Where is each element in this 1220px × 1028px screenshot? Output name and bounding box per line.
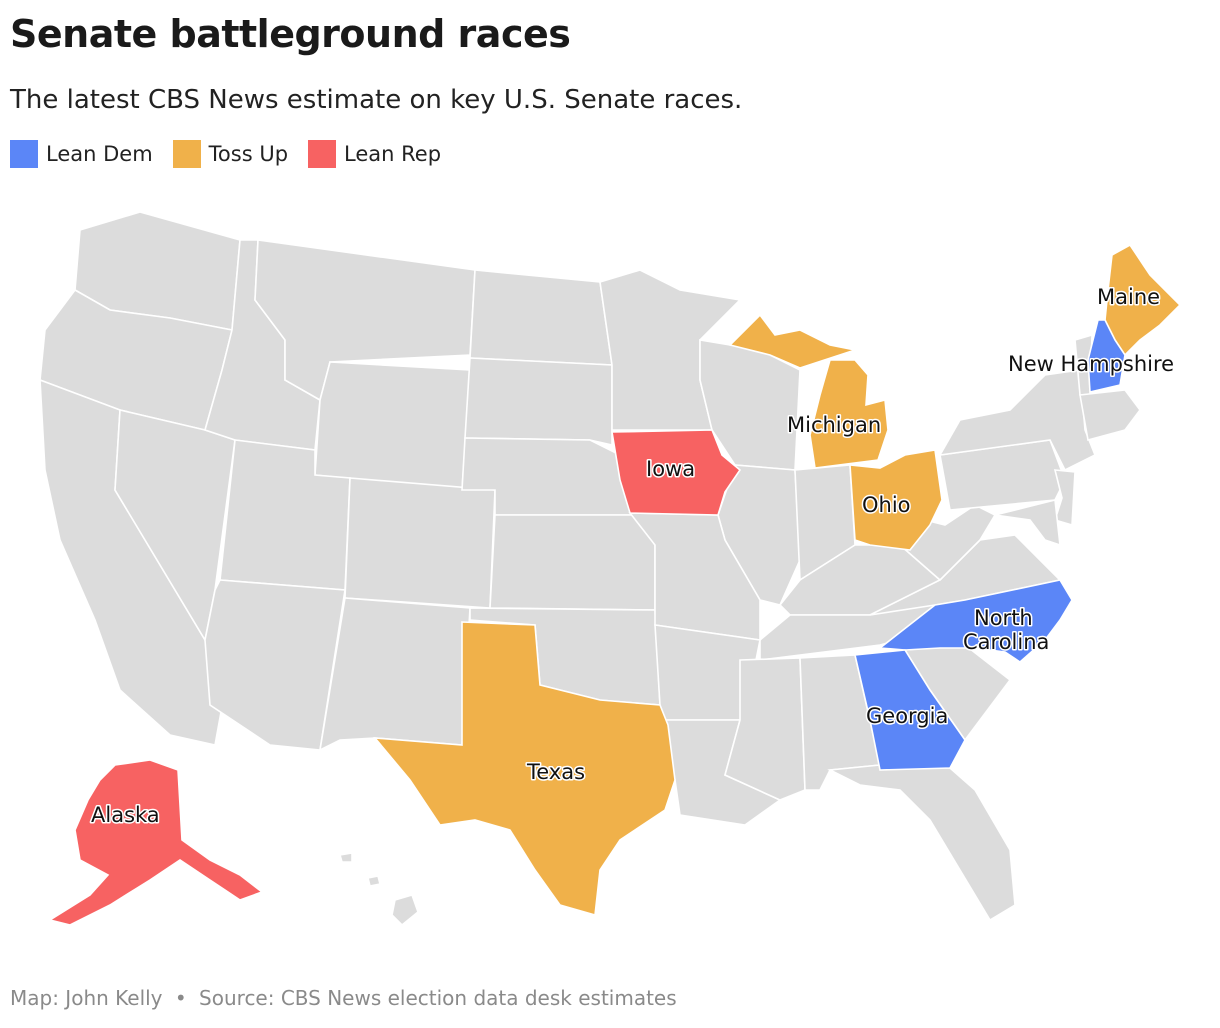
state-ohio [849, 449, 943, 551]
label-iowa: Iowa [646, 457, 695, 481]
state-new-hampshire [1087, 319, 1126, 393]
state-maryland-delaware [994, 499, 1061, 547]
label-ohio: Ohio [862, 493, 911, 517]
state-texas [373, 621, 676, 917]
legend-swatch-lean-dem [10, 140, 38, 168]
footer-credit: Map: John Kelly [10, 986, 163, 1010]
footer-separator: • [174, 986, 187, 1010]
footer-source: Source: CBS News election data desk esti… [199, 986, 677, 1010]
label-new-hampshire: New Hampshire [1008, 352, 1174, 376]
state-hawaii [338, 852, 419, 927]
label-georgia: Georgia [866, 704, 948, 728]
state-south-dakota [464, 357, 613, 447]
label-alaska: Alaska [91, 803, 160, 827]
us-map: Maine New Hampshire Michigan Iowa Ohio N… [39, 211, 1182, 927]
legend-swatch-toss-up [172, 140, 201, 168]
state-kansas [489, 514, 656, 611]
legend: Lean Dem Toss Up Lean Rep [10, 140, 441, 168]
state-iowa [611, 429, 742, 516]
legend-label-toss-up: Toss Up [208, 142, 289, 166]
state-georgia [854, 649, 966, 771]
state-new-jersey [1053, 469, 1076, 527]
state-maine [1104, 243, 1182, 357]
label-north-carolina-line1: North [974, 606, 1033, 630]
legend-item-lean-dem: Lean Dem [10, 140, 153, 168]
state-north-dakota [469, 269, 613, 366]
footer: Map: John Kelly • Source: CBS News elect… [10, 986, 677, 1010]
state-florida [827, 764, 1016, 922]
legend-item-toss-up: Toss Up [172, 140, 289, 168]
legend-swatch-lean-rep [308, 140, 337, 168]
state-massachusetts-ct-ri [1079, 389, 1141, 442]
label-maine: Maine [1097, 285, 1160, 309]
label-north-carolina-line2: Carolina [963, 630, 1049, 654]
state-michigan [728, 313, 889, 469]
state-wyoming [314, 361, 471, 491]
state-new-mexico [318, 597, 471, 752]
state-colorado [344, 477, 496, 609]
legend-label-lean-rep: Lean Rep [344, 142, 442, 166]
chart-title: Senate battleground races [10, 12, 571, 56]
state-alaska [47, 759, 264, 926]
state-arizona [204, 579, 346, 751]
state-missouri [628, 512, 761, 641]
legend-item-lean-rep: Lean Rep [308, 140, 441, 168]
chart-subtitle: The latest CBS News estimate on key U.S.… [10, 85, 743, 115]
label-texas: Texas [526, 760, 585, 784]
label-michigan: Michigan [787, 413, 881, 437]
legend-label-lean-dem: Lean Dem [46, 142, 153, 166]
